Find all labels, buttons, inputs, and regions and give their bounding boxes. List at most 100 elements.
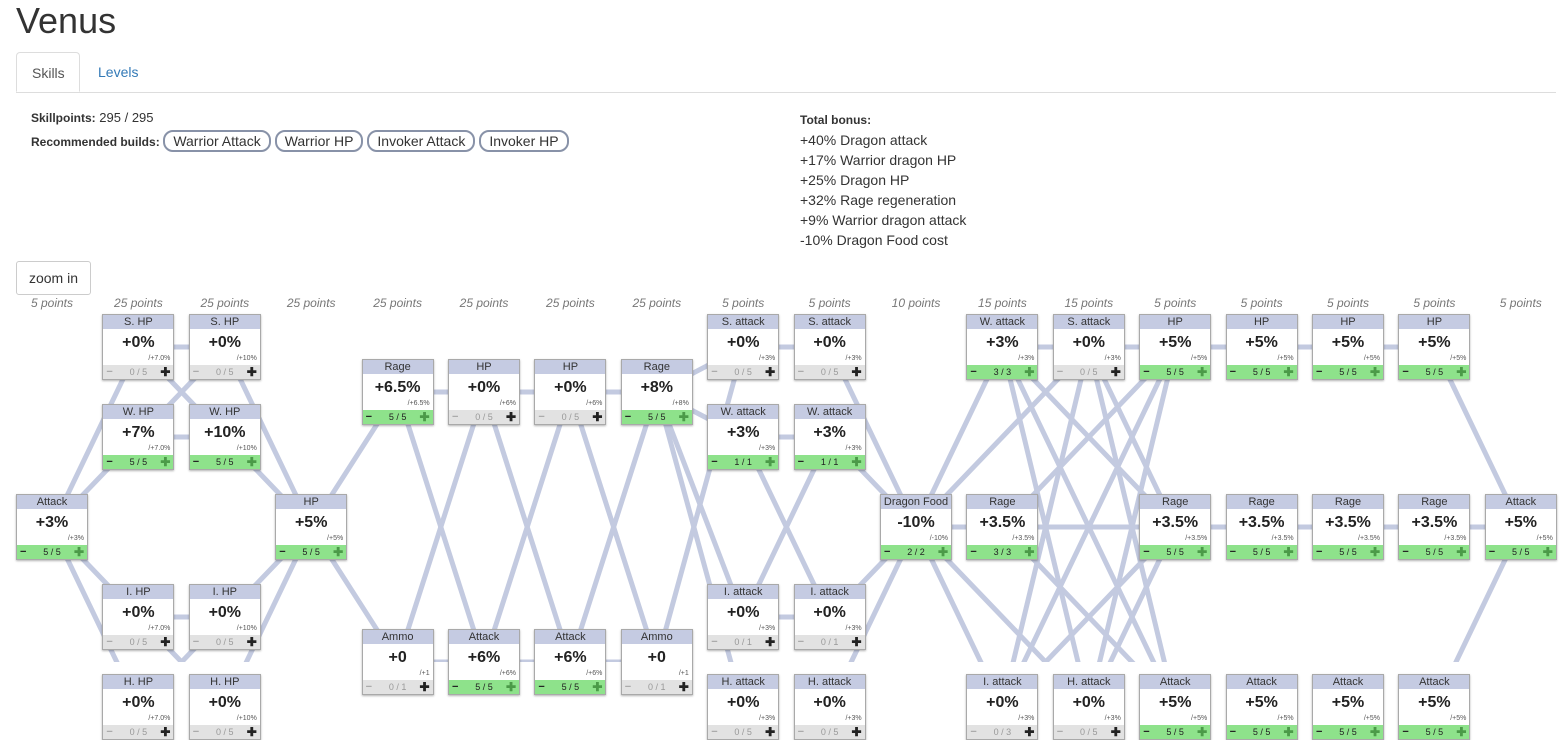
plus-icon[interactable]: ✚ (1369, 725, 1380, 739)
plus-icon[interactable]: ✚ (937, 545, 948, 559)
plus-icon[interactable]: ✚ (1456, 365, 1467, 379)
plus-icon[interactable]: ✚ (592, 410, 603, 424)
skill-name: Rage (1399, 495, 1470, 509)
minus-icon[interactable]: − (1056, 726, 1064, 738)
minus-icon[interactable]: − (1056, 366, 1064, 378)
minus-icon[interactable]: − (797, 726, 805, 738)
minus-icon[interactable]: − (192, 636, 200, 648)
build-warrior-hp-button[interactable]: Warrior HP (274, 130, 364, 152)
minus-icon[interactable]: − (538, 681, 545, 693)
minus-icon[interactable]: − (711, 366, 718, 378)
plus-icon[interactable]: ✚ (246, 455, 257, 469)
plus-icon[interactable]: ✚ (246, 365, 257, 379)
column-points-label: 5 points (1240, 296, 1283, 310)
plus-icon[interactable]: ✚ (765, 635, 776, 649)
plus-icon[interactable]: ✚ (1024, 365, 1035, 379)
skill-node: W. HP +7% /+7.0% − 5 / 5 ✚ (102, 404, 175, 470)
plus-icon[interactable]: ✚ (1197, 725, 1208, 739)
minus-icon[interactable]: − (20, 546, 27, 558)
plus-icon[interactable]: ✚ (419, 680, 430, 694)
minus-icon[interactable]: − (1143, 546, 1150, 558)
minus-icon[interactable]: − (279, 546, 286, 558)
plus-icon[interactable]: ✚ (1283, 545, 1294, 559)
minus-icon[interactable]: − (797, 366, 805, 378)
minus-icon[interactable]: − (365, 411, 373, 423)
minus-icon[interactable]: − (970, 726, 977, 738)
minus-icon[interactable]: − (884, 546, 891, 558)
minus-icon[interactable]: − (1143, 726, 1150, 738)
minus-icon[interactable]: − (970, 366, 977, 378)
plus-icon[interactable]: ✚ (1197, 545, 1208, 559)
minus-icon[interactable]: − (106, 366, 113, 378)
plus-icon[interactable]: ✚ (851, 635, 862, 649)
minus-icon[interactable]: − (192, 366, 200, 378)
plus-icon[interactable]: ✚ (333, 545, 344, 559)
plus-icon[interactable]: ✚ (851, 455, 862, 469)
minus-icon[interactable]: − (1229, 366, 1237, 378)
plus-icon[interactable]: ✚ (851, 365, 862, 379)
minus-icon[interactable]: − (711, 726, 718, 738)
minus-icon[interactable]: − (106, 456, 113, 468)
plus-icon[interactable]: ✚ (160, 635, 171, 649)
minus-icon[interactable]: − (624, 681, 632, 693)
plus-icon[interactable]: ✚ (1456, 725, 1467, 739)
plus-icon[interactable]: ✚ (505, 410, 516, 424)
minus-icon[interactable]: − (452, 411, 459, 423)
plus-icon[interactable]: ✚ (1024, 545, 1035, 559)
plus-icon[interactable]: ✚ (1283, 365, 1294, 379)
plus-icon[interactable]: ✚ (73, 545, 84, 559)
plus-icon[interactable]: ✚ (246, 725, 257, 739)
plus-icon[interactable]: ✚ (678, 680, 689, 694)
minus-icon[interactable]: − (1229, 726, 1237, 738)
plus-icon[interactable]: ✚ (678, 410, 689, 424)
plus-icon[interactable]: ✚ (505, 680, 516, 694)
plus-icon[interactable]: ✚ (160, 725, 171, 739)
plus-icon[interactable]: ✚ (1369, 545, 1380, 559)
tab-skills[interactable]: Skills (16, 52, 80, 92)
minus-icon[interactable]: − (1229, 546, 1237, 558)
plus-icon[interactable]: ✚ (1283, 725, 1294, 739)
plus-icon[interactable]: ✚ (1110, 725, 1121, 739)
minus-icon[interactable]: − (711, 636, 718, 648)
plus-icon[interactable]: ✚ (592, 680, 603, 694)
build-warrior-attack-button[interactable]: Warrior Attack (163, 130, 271, 152)
plus-icon[interactable]: ✚ (765, 365, 776, 379)
plus-icon[interactable]: ✚ (160, 365, 171, 379)
build-invoker-hp-button[interactable]: Invoker HP (479, 130, 569, 152)
minus-icon[interactable]: − (1488, 546, 1496, 558)
minus-icon[interactable]: − (797, 636, 805, 648)
minus-icon[interactable]: − (1402, 726, 1409, 738)
tab-levels[interactable]: Levels (98, 64, 139, 80)
minus-icon[interactable]: − (1316, 546, 1323, 558)
minus-icon[interactable]: − (1402, 546, 1409, 558)
minus-icon[interactable]: − (192, 726, 200, 738)
plus-icon[interactable]: ✚ (1024, 725, 1035, 739)
plus-icon[interactable]: ✚ (1110, 365, 1121, 379)
plus-icon[interactable]: ✚ (1197, 365, 1208, 379)
plus-icon[interactable]: ✚ (246, 635, 257, 649)
minus-icon[interactable]: − (624, 411, 632, 423)
plus-icon[interactable]: ✚ (765, 455, 776, 469)
minus-icon[interactable]: − (1316, 726, 1323, 738)
minus-icon[interactable]: − (797, 456, 805, 468)
minus-icon[interactable]: − (711, 456, 718, 468)
minus-icon[interactable]: − (365, 681, 373, 693)
minus-icon[interactable]: − (452, 681, 459, 693)
minus-icon[interactable]: − (1316, 366, 1323, 378)
minus-icon[interactable]: − (970, 546, 977, 558)
minus-icon[interactable]: − (538, 411, 545, 423)
plus-icon[interactable]: ✚ (1456, 545, 1467, 559)
zoom-in-button[interactable]: zoom in (16, 261, 91, 295)
plus-icon[interactable]: ✚ (160, 455, 171, 469)
plus-icon[interactable]: ✚ (1542, 545, 1553, 559)
minus-icon[interactable]: − (106, 726, 113, 738)
plus-icon[interactable]: ✚ (1369, 365, 1380, 379)
minus-icon[interactable]: − (1143, 366, 1150, 378)
plus-icon[interactable]: ✚ (851, 725, 862, 739)
build-invoker-attack-button[interactable]: Invoker Attack (367, 130, 476, 152)
minus-icon[interactable]: − (1402, 366, 1409, 378)
minus-icon[interactable]: − (192, 456, 200, 468)
plus-icon[interactable]: ✚ (419, 410, 430, 424)
minus-icon[interactable]: − (106, 636, 113, 648)
plus-icon[interactable]: ✚ (765, 725, 776, 739)
